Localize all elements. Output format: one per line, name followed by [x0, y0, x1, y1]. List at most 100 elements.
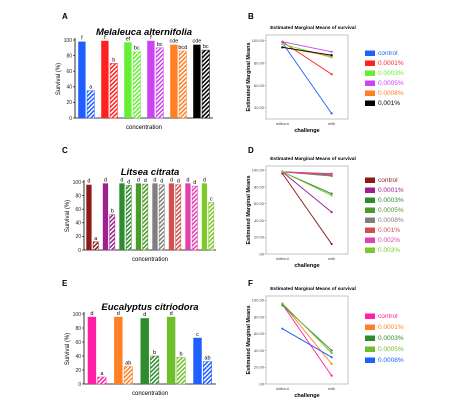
y-tick-label: 100: [73, 180, 82, 186]
legend-swatch: [365, 207, 375, 213]
data-point: [281, 172, 284, 175]
y-tick-label: 60: [66, 69, 72, 75]
y-tick-label: 80.00: [254, 60, 265, 65]
significance-label: a: [100, 371, 104, 377]
legend-swatch: [365, 335, 375, 341]
legend-label: 0.0005%: [378, 346, 404, 353]
y-axis-label: Estimated Marginal Means: [246, 305, 252, 374]
y-tick-label: .00: [258, 251, 264, 256]
data-point: [330, 192, 333, 195]
series-line: [282, 303, 332, 365]
data-point: [330, 374, 333, 377]
x-axis-label: concentration: [132, 391, 168, 397]
bar-solid: [102, 183, 109, 250]
significance-label: bc: [157, 42, 163, 48]
significance-label: c: [196, 332, 199, 338]
x-tick-label: without: [276, 121, 290, 126]
y-tick-label: 20: [66, 100, 72, 106]
significance-label: a: [89, 85, 93, 91]
significance-label: d: [186, 177, 189, 183]
significance-label: a: [94, 236, 98, 242]
bar-solid: [166, 316, 176, 384]
y-tick-label: 0: [69, 116, 72, 122]
legend-swatch: [365, 50, 375, 56]
bar-hatched: [92, 241, 99, 251]
y-axis-label: Estimated Marginal Means: [246, 42, 252, 111]
y-tick-label: 20.00: [254, 365, 265, 370]
y-tick-label: 80.00: [254, 184, 265, 189]
significance-label: d: [160, 179, 163, 185]
significance-label: ef: [126, 36, 131, 42]
bar-hatched: [176, 357, 186, 385]
y-tick-label: .00: [258, 381, 264, 386]
legend-swatch: [365, 177, 375, 183]
x-tick-label: without: [276, 386, 290, 391]
y-tick-label: 60.00: [254, 201, 265, 206]
legend-label: control: [378, 50, 398, 57]
x-tick-label: with: [328, 386, 335, 391]
data-point: [330, 356, 333, 359]
chart-title: Eucalyptus citriodora: [101, 302, 198, 313]
y-axis-label: Estimated Marginal Means: [246, 175, 252, 244]
bar-solid: [193, 44, 201, 118]
panel-letter: B: [248, 12, 254, 21]
bar-hatched: [86, 90, 95, 119]
significance-label: bcd: [178, 45, 187, 51]
bar-hatched: [125, 185, 132, 251]
legend-swatch: [365, 60, 375, 66]
bar-solid: [124, 42, 132, 119]
bar-solid: [114, 316, 123, 384]
legend-swatch: [365, 217, 375, 223]
legend-swatch: [365, 313, 375, 319]
bar-hatched: [208, 202, 215, 251]
legend-label: 0.0001%: [378, 60, 404, 67]
y-tick-label: 60: [75, 340, 81, 346]
significance-label: d: [87, 179, 90, 185]
series-line: [282, 171, 332, 196]
x-tick-label: without: [276, 256, 290, 261]
data-point: [281, 327, 284, 330]
significance-label: b: [153, 350, 156, 356]
significance-label: bc: [134, 46, 140, 52]
significance-label: d: [177, 179, 180, 185]
data-point: [281, 40, 284, 43]
significance-label: b: [111, 209, 114, 215]
legend-label: 0.0005%: [378, 207, 404, 214]
legend-label: control: [378, 313, 398, 320]
bar-solid: [119, 183, 125, 250]
legend-swatch: [365, 70, 375, 76]
legend-swatch: [365, 346, 375, 352]
bar-hatched: [201, 49, 210, 119]
bar-hatched: [191, 185, 198, 251]
chart-title: Melaleuca alternifolia: [96, 27, 192, 38]
legend-swatch: [365, 197, 375, 203]
x-axis-label: concentration: [126, 125, 162, 131]
significance-label: bc: [203, 44, 209, 50]
significance-label: b: [112, 57, 115, 63]
data-point: [330, 362, 333, 365]
panel-letter: A: [62, 12, 68, 21]
legend-swatch: [365, 90, 375, 96]
significance-label: d: [203, 177, 206, 183]
legend-label: 0.0003%: [378, 335, 404, 342]
legend-swatch: [365, 237, 375, 243]
legend-label: 0.0003%: [378, 70, 404, 77]
y-axis-label: Survival (%): [65, 200, 71, 232]
significance-label: b: [180, 351, 183, 357]
bar-hatched: [109, 214, 116, 251]
y-tick-label: 40.00: [254, 348, 265, 353]
legend-label: 0.0003%: [378, 197, 404, 204]
legend-label: 0.0001%: [378, 187, 404, 194]
y-tick-label: 100: [64, 38, 73, 44]
y-tick-label: 100: [73, 312, 82, 318]
y-axis-label: Survival (%): [65, 333, 71, 365]
significance-label: d: [137, 177, 140, 183]
data-point: [330, 112, 333, 115]
x-axis-label: challenge: [294, 128, 319, 134]
x-axis-label: concentration: [132, 257, 168, 263]
legend-label: 0.002%: [378, 237, 400, 244]
significance-label: ab: [125, 361, 131, 367]
y-tick-label: 20: [75, 368, 81, 374]
series-line: [282, 303, 332, 354]
legend-label: 0.0008%: [378, 217, 404, 224]
